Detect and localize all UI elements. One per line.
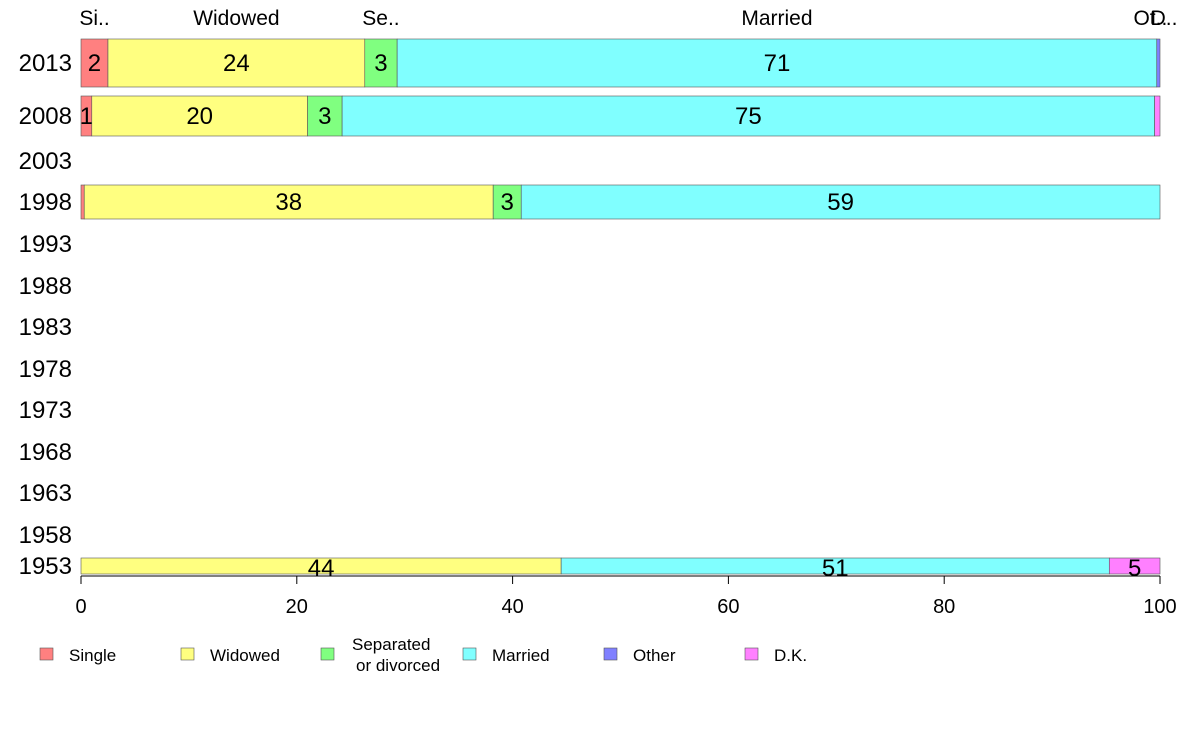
legend-label: Other <box>633 646 676 665</box>
data-label: 44 <box>308 555 335 582</box>
x-tick-label: 0 <box>75 596 86 618</box>
legend-swatch <box>180 647 195 661</box>
year-label: 1978 <box>19 356 72 383</box>
legend-label: Married <box>492 646 550 665</box>
data-label: 71 <box>764 50 791 77</box>
year-label: 1968 <box>19 439 72 466</box>
x-tick-label: 40 <box>501 596 523 618</box>
year-label: 1963 <box>19 480 72 507</box>
year-label: 2003 <box>19 148 72 175</box>
bar-segment <box>396 38 1158 88</box>
legend-swatch <box>603 647 618 661</box>
legend-swatch <box>744 647 759 661</box>
bar-segment <box>341 95 1155 137</box>
bar-segment <box>364 38 398 88</box>
legend-label: Single <box>69 646 116 665</box>
year-label: 1983 <box>19 314 72 341</box>
legend-swatch <box>39 647 54 661</box>
bar-segment <box>492 184 522 220</box>
segment-header-label: Si.. <box>79 7 109 30</box>
year-label: 1973 <box>19 397 72 424</box>
bar-segment <box>1156 38 1161 88</box>
segment-header-label: Married <box>741 7 812 30</box>
data-label: 24 <box>223 50 250 77</box>
legend-label: D.K. <box>774 646 807 665</box>
bar-segment <box>83 184 494 220</box>
data-label: 3 <box>374 50 387 77</box>
data-label: 51 <box>822 555 849 582</box>
year-label: 1988 <box>19 273 72 300</box>
data-label: 59 <box>827 189 854 216</box>
bar-segment <box>520 184 1161 220</box>
year-label: 1993 <box>19 231 72 258</box>
bar-segment <box>80 38 109 88</box>
legend-label: Separated <box>352 635 430 654</box>
segment-header-label: Se.. <box>362 7 399 30</box>
x-tick-label: 100 <box>1143 596 1176 618</box>
bar-segment <box>91 95 308 137</box>
legend-swatch <box>462 647 477 661</box>
data-label: 1 <box>80 103 93 130</box>
data-label: 3 <box>501 189 514 216</box>
x-tick-label: 80 <box>933 596 955 618</box>
data-label: 38 <box>275 189 302 216</box>
year-label: 2008 <box>19 103 72 130</box>
legend-label: or divorced <box>356 656 440 675</box>
year-label: 1953 <box>19 553 72 580</box>
data-label: 20 <box>186 103 213 130</box>
x-tick-label: 20 <box>286 596 308 618</box>
data-label: 5 <box>1128 555 1141 582</box>
x-tick-label: 60 <box>717 596 739 618</box>
bar-segment <box>307 95 343 137</box>
data-label: 3 <box>318 103 331 130</box>
segment-header-label: Widowed <box>193 7 279 30</box>
data-label: 2 <box>88 50 101 77</box>
legend-swatch <box>320 647 335 661</box>
year-label: 2013 <box>19 50 72 77</box>
segment-header-label: Ot.. <box>1133 7 1167 30</box>
legend-label: Widowed <box>210 646 280 665</box>
segment-header-label: D.. <box>1151 7 1178 30</box>
bar-segment <box>107 38 366 88</box>
data-label: 75 <box>735 103 762 130</box>
bar-segment <box>80 184 85 220</box>
bar-segment <box>1108 557 1161 575</box>
year-label: 1958 <box>19 522 72 549</box>
year-label: 1998 <box>19 189 72 216</box>
bar-segment <box>1154 95 1161 137</box>
